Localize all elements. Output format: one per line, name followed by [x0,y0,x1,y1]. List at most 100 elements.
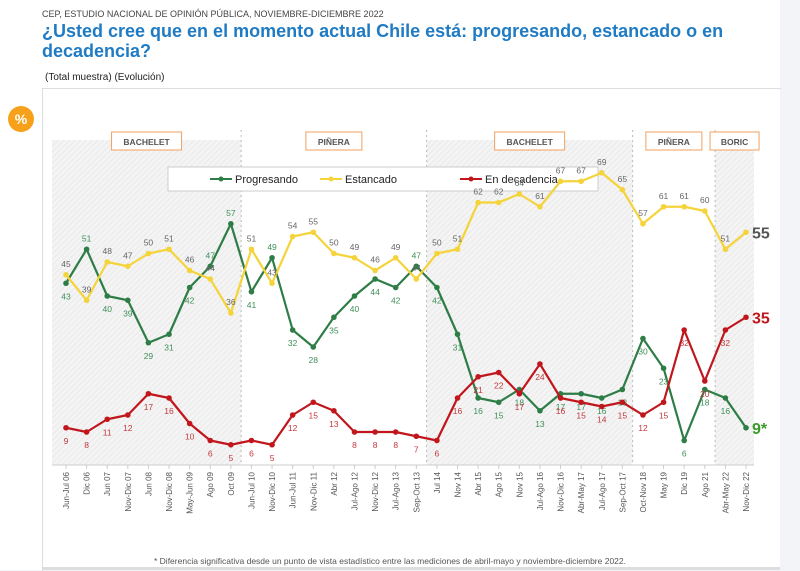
data-label-progresando: 23 [659,376,669,386]
data-label-decadencia: 22 [494,381,504,391]
period-label: PIÑERA [658,137,690,147]
data-point-decadencia [83,429,90,435]
data-point-estancado [454,246,461,253]
chart-subtitle: (Total muestra) (Evolución) [45,72,165,83]
data-point-decadencia [186,420,193,427]
x-tick-label: Jul 14 [433,471,442,493]
data-point-decadencia [289,412,296,418]
x-tick-label: Jun-Jul 06 [62,471,71,508]
x-tick-label: Jul-Ago 17 [598,471,607,510]
data-label-progresando: 16 [721,406,731,416]
x-tick-label: Nov-Dic 12 [371,471,380,511]
data-label-progresando: 49 [267,242,277,252]
data-point-estancado [557,178,564,185]
data-label-progresando: 16 [473,406,483,416]
data-point-estancado [495,199,502,206]
data-label-estancado: 51 [721,233,731,243]
data-point-decadencia [537,361,543,367]
data-point-estancado [145,250,152,257]
x-tick-label: Dic 06 [83,471,92,494]
data-label-decadencia: 14 [597,415,607,425]
data-label-estancado: 57 [638,208,648,218]
data-label-decadencia: 24 [535,372,545,382]
series-line-estancado [65,171,747,315]
data-label-decadencia: 17 [515,402,525,412]
data-point-estancado [701,208,708,214]
legend-box [167,166,599,192]
data-point-progresando [619,386,626,393]
data-point-decadencia [434,437,440,444]
data-label-last-estancado: 55 [752,225,770,242]
data-label-estancado: 62 [494,187,504,197]
data-label-progresando: 30 [638,347,648,357]
x-tick-label: Jun 07 [103,471,112,496]
data-label-progresando: 31 [453,342,463,352]
x-tick-label: Ago 15 [495,471,504,497]
data-label-estancado: 65 [618,174,628,184]
x-tick-label: Abr-May 17 [577,471,586,513]
x-tick-label: Jun-Jul 10 [247,471,256,508]
data-point-decadencia [743,314,749,321]
series-line-progresando [65,222,747,442]
percent-badge-icon: % [8,106,34,132]
legend-label-decadencia: En decadencia [485,174,559,186]
data-point-decadencia [598,403,605,410]
x-tick-label: Sep-Oct 17 [618,471,627,512]
data-label-estancado: 49 [350,242,360,252]
data-point-progresando [166,331,172,338]
data-point-progresando [269,254,275,261]
data-point-progresando [125,297,131,304]
data-point-estancado [660,203,667,210]
data-label-progresando: 18 [515,398,525,408]
data-label-progresando: 57 [226,208,236,218]
data-point-progresando [640,335,646,342]
data-point-progresando [351,293,358,299]
data-point-estancado [475,199,481,206]
data-point-estancado [681,203,687,210]
data-point-decadencia [495,369,502,376]
data-label-last-decadencia: 35 [752,310,770,327]
x-tick-label: Oct-Nov 18 [639,471,648,512]
data-point-estancado [578,178,584,185]
data-point-progresando [475,395,481,401]
data-point-progresando [331,314,337,321]
data-label-decadencia: 15 [618,410,628,420]
data-point-decadencia [578,399,584,406]
data-point-progresando [722,395,729,401]
data-label-progresando: 43 [61,291,71,301]
data-point-decadencia [660,399,667,406]
legend-label-estancado: Estancado [345,174,397,186]
x-tick-label: Nov-Dic 10 [268,471,277,511]
data-point-decadencia [269,441,275,448]
data-point-decadencia [619,399,626,406]
data-point-progresando [310,344,317,350]
data-label-progresando: 32 [288,338,298,348]
data-label-progresando: 42 [432,296,442,306]
data-point-decadencia [722,327,729,333]
data-label-decadencia: 7 [414,444,419,454]
data-label-progresando: 15 [494,410,504,420]
legend-marker-decadencia [468,176,474,182]
data-label-decadencia: 12 [638,423,648,433]
data-point-progresando [598,395,605,401]
data-point-decadencia [104,416,111,423]
data-label-estancado: 50 [144,238,154,248]
data-label-estancado: 43 [267,267,277,277]
source-text: CEP, ESTUDIO NACIONAL DE OPINIÓN PÚBLICA… [42,9,384,19]
data-point-decadencia [145,390,152,397]
data-point-progresando [701,386,708,393]
data-label-decadencia: 5 [228,453,233,463]
chart-frame [42,88,781,571]
data-point-estancado [619,186,626,193]
footnote: * Diferencia significativa desde un punt… [154,556,626,566]
x-tick-label: Jul-Ago 13 [392,471,401,510]
data-label-decadencia: 5 [270,453,275,463]
data-point-decadencia [125,412,131,418]
bottom-border [42,567,780,570]
data-point-progresando [495,399,502,406]
data-point-progresando [63,280,69,287]
data-label-estancado: 51 [247,233,257,243]
data-point-estancado [598,169,605,176]
data-label-estancado: 51 [453,233,463,243]
